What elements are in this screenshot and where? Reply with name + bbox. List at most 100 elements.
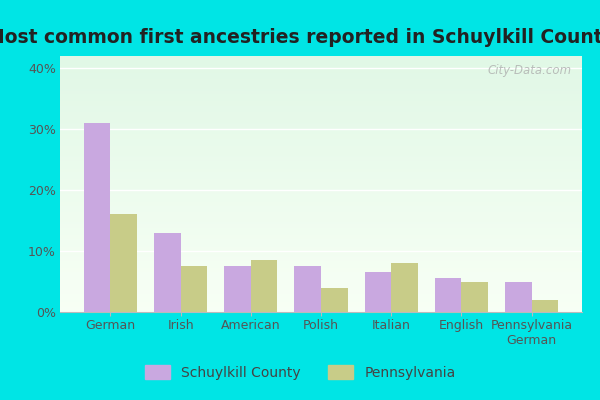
Bar bbox=[60, 208, 582, 210]
Bar bbox=[60, 203, 582, 204]
Bar bbox=[60, 233, 582, 234]
Bar bbox=[60, 135, 582, 137]
Bar bbox=[60, 289, 582, 290]
Bar bbox=[60, 101, 582, 102]
Bar bbox=[60, 248, 582, 249]
Bar bbox=[60, 185, 582, 186]
Bar bbox=[60, 206, 582, 207]
Bar bbox=[60, 150, 582, 151]
Bar bbox=[60, 194, 582, 196]
Bar bbox=[60, 164, 582, 165]
Bar bbox=[60, 142, 582, 143]
Bar bbox=[60, 116, 582, 118]
Bar bbox=[60, 108, 582, 110]
Bar bbox=[60, 260, 582, 261]
Bar bbox=[224, 266, 251, 312]
Bar bbox=[60, 247, 582, 248]
Bar bbox=[60, 153, 582, 154]
Bar bbox=[60, 193, 582, 194]
Bar bbox=[60, 221, 582, 222]
Bar bbox=[60, 263, 582, 265]
Bar bbox=[60, 148, 582, 150]
Bar bbox=[60, 154, 582, 156]
Bar bbox=[60, 274, 582, 275]
Bar bbox=[60, 288, 582, 289]
Bar bbox=[60, 284, 582, 285]
Legend: Schuylkill County, Pennsylvania: Schuylkill County, Pennsylvania bbox=[139, 359, 461, 385]
Bar bbox=[60, 151, 582, 152]
Bar bbox=[60, 134, 582, 135]
Bar bbox=[60, 186, 582, 188]
Bar bbox=[60, 225, 582, 226]
Bar bbox=[60, 86, 582, 87]
Bar bbox=[60, 146, 582, 147]
Bar bbox=[60, 110, 582, 111]
Bar bbox=[60, 92, 582, 93]
Bar bbox=[60, 202, 582, 203]
Bar bbox=[505, 282, 532, 312]
Bar bbox=[60, 218, 582, 220]
Bar bbox=[60, 115, 582, 116]
Bar bbox=[60, 114, 582, 115]
Bar bbox=[60, 210, 582, 211]
Bar bbox=[60, 196, 582, 197]
Bar bbox=[60, 212, 582, 214]
Bar bbox=[60, 105, 582, 106]
Bar bbox=[60, 93, 582, 94]
Bar bbox=[60, 96, 582, 97]
Bar bbox=[60, 88, 582, 89]
Bar bbox=[251, 260, 277, 312]
Bar bbox=[60, 252, 582, 253]
Bar bbox=[60, 303, 582, 304]
Bar bbox=[60, 94, 582, 96]
Bar bbox=[60, 311, 582, 312]
Bar bbox=[60, 261, 582, 262]
Bar bbox=[60, 229, 582, 230]
Bar bbox=[60, 282, 582, 284]
Bar bbox=[60, 66, 582, 68]
Bar bbox=[60, 179, 582, 180]
Bar bbox=[60, 169, 582, 170]
Bar bbox=[60, 188, 582, 189]
Bar bbox=[60, 290, 582, 292]
Bar bbox=[461, 282, 488, 312]
Bar bbox=[60, 304, 582, 306]
Bar bbox=[60, 171, 582, 172]
Bar bbox=[60, 256, 582, 257]
Bar bbox=[84, 123, 110, 312]
Bar bbox=[60, 166, 582, 167]
Bar bbox=[60, 84, 582, 86]
Bar bbox=[60, 61, 582, 62]
Bar bbox=[60, 102, 582, 103]
Bar bbox=[60, 158, 582, 160]
Bar bbox=[60, 300, 582, 302]
Bar bbox=[60, 162, 582, 164]
Bar bbox=[60, 128, 582, 129]
Bar bbox=[60, 87, 582, 88]
Bar bbox=[60, 244, 582, 246]
Bar bbox=[60, 161, 582, 162]
Bar bbox=[60, 265, 582, 266]
Bar bbox=[60, 112, 582, 114]
Bar bbox=[60, 140, 582, 142]
Bar bbox=[60, 78, 582, 79]
Bar bbox=[60, 75, 582, 76]
Bar bbox=[391, 263, 418, 312]
Bar bbox=[60, 294, 582, 295]
Bar bbox=[60, 258, 582, 260]
Bar bbox=[60, 276, 582, 278]
Bar bbox=[60, 79, 582, 80]
Bar bbox=[60, 174, 582, 175]
Bar bbox=[60, 160, 582, 161]
Bar bbox=[60, 175, 582, 176]
Bar bbox=[60, 270, 582, 271]
Bar bbox=[60, 137, 582, 138]
Bar bbox=[60, 178, 582, 179]
Bar bbox=[60, 100, 582, 101]
Bar bbox=[60, 228, 582, 229]
Bar bbox=[60, 69, 582, 70]
Bar bbox=[60, 68, 582, 69]
Bar bbox=[60, 281, 582, 282]
Bar bbox=[60, 249, 582, 250]
Bar bbox=[60, 207, 582, 208]
